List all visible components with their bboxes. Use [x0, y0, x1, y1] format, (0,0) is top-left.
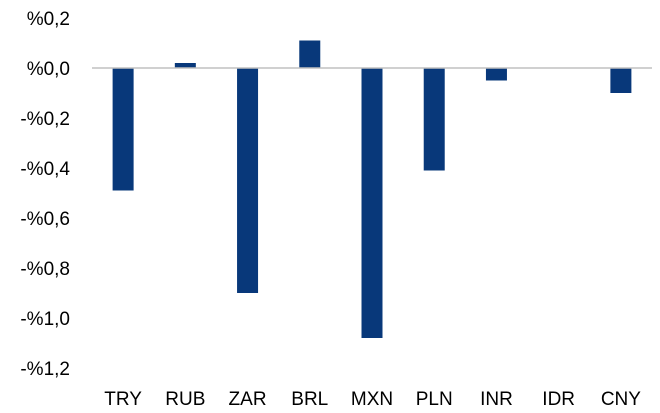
x-category-label: PLN — [416, 389, 453, 410]
x-category-label: CNY — [601, 389, 641, 410]
bar-zar — [237, 68, 259, 293]
x-category-label: RUB — [165, 389, 205, 410]
y-tick-label: %0,0 — [27, 59, 70, 80]
x-axis-labels: TRY RUB ZAR BRL MXN PLN INR IDR CNY — [104, 389, 641, 410]
bar-try — [112, 68, 134, 191]
bar-rub — [174, 63, 196, 68]
y-tick-label: -%0,8 — [20, 259, 70, 280]
x-category-label: BRL — [291, 389, 328, 410]
y-axis-ticks: %0,2 %0,0 -%0,2 -%0,4 -%0,6 -%0,8 -%1,0 -%1,2 — [20, 9, 70, 380]
y-tick-label: -%1,2 — [20, 359, 70, 380]
x-category-label: TRY — [104, 389, 142, 410]
bar-cny — [610, 68, 632, 93]
bars — [112, 40, 632, 338]
y-tick-label: -%0,6 — [20, 209, 70, 230]
y-tick-label: -%0,4 — [20, 159, 70, 180]
bar-inr — [485, 68, 507, 81]
y-tick-label: -%1,0 — [20, 309, 70, 330]
y-tick-label: -%0,2 — [20, 109, 70, 130]
x-category-label: MXN — [351, 389, 393, 410]
bar-mxn — [361, 68, 383, 338]
bar-brl — [299, 40, 321, 68]
y-tick-label: %0,2 — [27, 9, 70, 30]
x-category-label: ZAR — [229, 389, 267, 410]
x-category-label: IDR — [542, 389, 575, 410]
x-category-label: INR — [480, 389, 513, 410]
bar-pln — [423, 68, 445, 171]
